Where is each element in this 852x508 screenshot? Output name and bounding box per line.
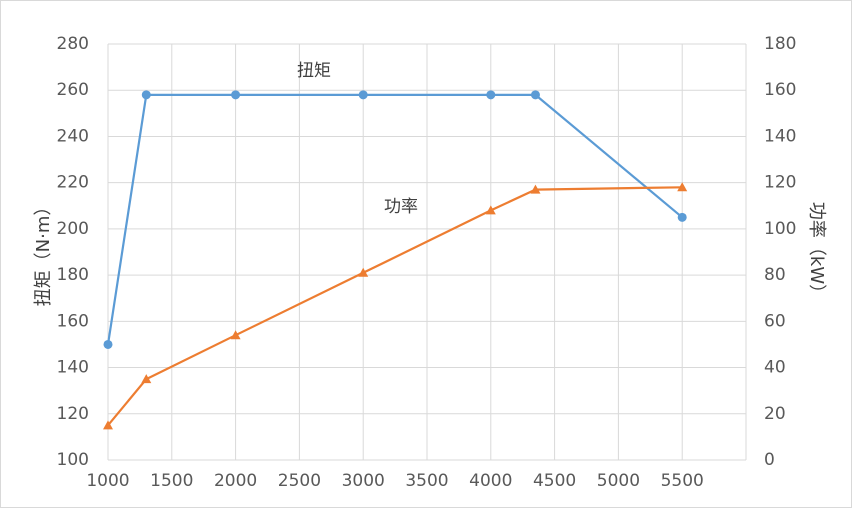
left-tick-label: 280	[57, 34, 89, 54]
left-tick-label: 160	[57, 311, 89, 331]
left-tick-label: 220	[57, 173, 89, 193]
x-tick-label: 4500	[533, 471, 576, 491]
left-tick-label: 120	[57, 404, 89, 424]
power-point	[677, 182, 688, 192]
right-tick-label: 100	[764, 219, 796, 239]
power-point	[230, 330, 241, 340]
left-tick-label: 100	[57, 450, 89, 470]
power-point	[358, 267, 369, 277]
series-line-torque	[106, 93, 683, 345]
right-tick-label: 120	[764, 173, 796, 193]
left-tick-label: 180	[57, 265, 89, 285]
torque-point	[358, 90, 368, 100]
x-axis-ticks: 1000 1500 2000 2500 3000 3500 4000 4500 5000 5500	[86, 471, 703, 491]
left-axis-ticks: 100 120 140 160 180 200 220 240 260 280	[57, 34, 89, 470]
torque-point	[141, 90, 151, 100]
x-tick-label: 5000	[597, 471, 640, 491]
right-tick-label: 0	[764, 450, 775, 470]
series-label-torque: 扭矩	[297, 61, 331, 81]
left-tick-label: 140	[57, 358, 89, 378]
power-point	[530, 184, 541, 194]
right-tick-label: 160	[764, 80, 796, 100]
torque-point	[486, 90, 496, 100]
gridlines	[107, 43, 747, 461]
series-lines	[106, 93, 683, 427]
right-tick-label: 40	[764, 358, 786, 378]
x-tick-label: 2000	[214, 471, 257, 491]
torque-point	[530, 90, 540, 100]
torque-point	[231, 90, 241, 100]
right-tick-label: 80	[764, 265, 786, 285]
left-tick-label: 200	[57, 219, 89, 239]
x-tick-label: 1000	[86, 471, 129, 491]
power-point	[103, 420, 113, 430]
x-tick-label: 2500	[278, 471, 321, 491]
left-axis-title: 扭矩（N·m）	[33, 198, 54, 307]
torque-point	[103, 339, 113, 349]
x-tick-label: 1500	[150, 471, 193, 491]
torque-point	[677, 212, 687, 222]
series-label-power: 功率	[384, 197, 418, 217]
right-tick-label: 140	[764, 126, 796, 146]
x-tick-label: 3500	[405, 471, 448, 491]
left-tick-label: 260	[57, 80, 89, 100]
x-tick-label: 4000	[469, 471, 512, 491]
right-tick-label: 20	[764, 404, 786, 424]
series-markers	[103, 90, 688, 430]
x-tick-label: 3000	[342, 471, 385, 491]
power-point	[141, 374, 152, 384]
series-line-power	[107, 186, 683, 427]
right-tick-label: 60	[764, 311, 786, 331]
right-axis-title: 功率（kW）	[806, 202, 827, 302]
right-axis-ticks: 0 20 40 60 80 100 120 140 160 180	[764, 34, 796, 470]
left-tick-label: 240	[57, 126, 89, 146]
power-point	[485, 205, 496, 215]
x-tick-label: 5500	[661, 471, 704, 491]
right-tick-label: 180	[764, 34, 796, 54]
